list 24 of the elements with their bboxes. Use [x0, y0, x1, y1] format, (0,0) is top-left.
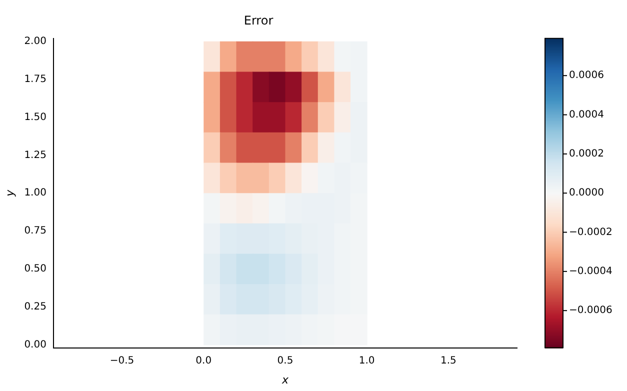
x-tick-label: 0.5: [277, 355, 294, 366]
y-tick-label: 0.25: [24, 301, 46, 312]
color-bar-label: −0.0002: [569, 226, 612, 238]
y-tick-label: 2.00: [24, 36, 46, 48]
y-tick-label: 1.50: [24, 112, 46, 123]
color-bar-label: −0.0006: [569, 305, 612, 316]
y-tick-label: 0.00: [24, 339, 46, 350]
y-tick-label: 1.00: [24, 188, 46, 199]
chart-title: Error: [244, 13, 274, 28]
y-tick-label: 0.75: [24, 226, 46, 237]
color-bar-label: 0.0006: [569, 70, 604, 82]
y-axis-title: y: [3, 189, 16, 198]
y-tick-label: 0.50: [24, 264, 46, 275]
color-bar-label: 0.0000: [569, 188, 604, 199]
color-bar-label: −0.0004: [569, 266, 612, 278]
x-tick-label: −0.5: [110, 355, 134, 366]
y-tick-label: 1.25: [24, 150, 46, 161]
x-axis-title: x: [280, 373, 289, 386]
y-tick-label: 1.75: [24, 74, 46, 85]
color-bar-label: 0.0002: [569, 148, 604, 160]
x-tick-label: 0.0: [196, 355, 212, 366]
x-tick-label: 1.0: [358, 355, 375, 366]
color-bar-label: 0.0004: [569, 109, 604, 120]
x-tick-label: 1.5: [440, 355, 456, 366]
